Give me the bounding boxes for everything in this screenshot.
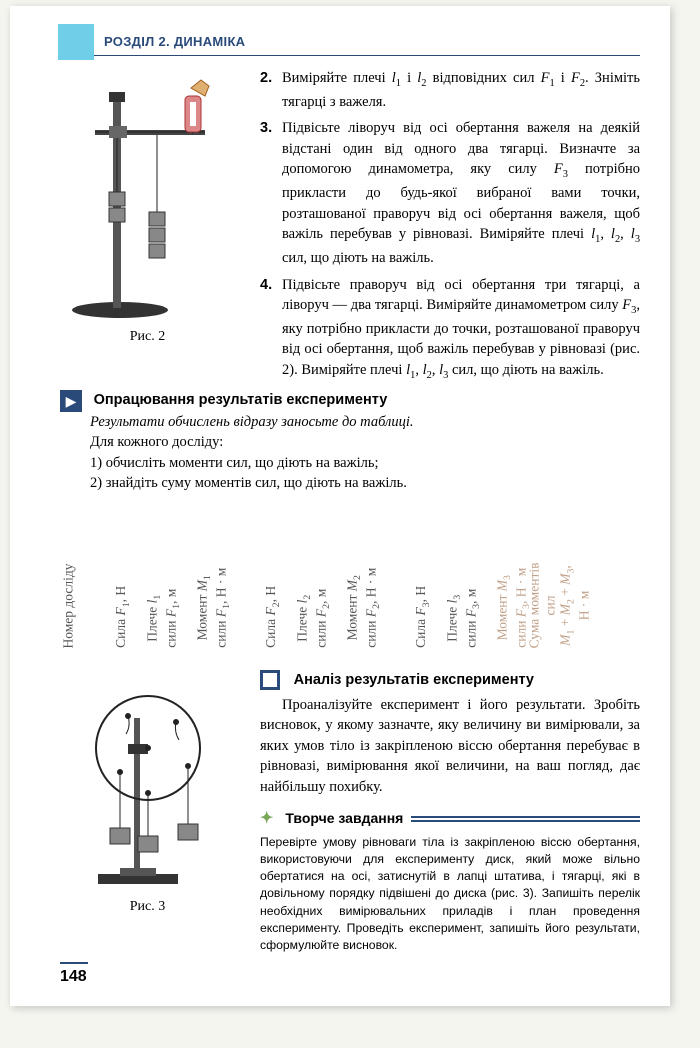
figure-2: Рис. 2 bbox=[60, 72, 235, 345]
creative-title: Творче завдання bbox=[285, 809, 403, 829]
processing-lead: Для кожного досліду: bbox=[90, 432, 640, 453]
step-item: 3.Підвісьте ліворуч від осі обертання ва… bbox=[260, 118, 640, 268]
table-header: Плече l3сили F3, м bbox=[444, 589, 482, 648]
page-number-rule bbox=[60, 962, 88, 964]
table-headers: Номер досліду Сила F1, Н Плече l1сили F1, … bbox=[60, 508, 640, 648]
analysis-title: Аналіз результатів експерименту bbox=[294, 672, 534, 688]
square-marker-icon bbox=[260, 670, 280, 690]
table-header: Сила F3, Н bbox=[413, 586, 432, 648]
step-text: Підвісьте ліворуч від осі обертання важе… bbox=[282, 118, 640, 268]
section-header: РОЗДІЛ 2. ДИНАМІКА bbox=[104, 34, 640, 49]
figure-3: Рис. 3 bbox=[60, 678, 235, 916]
table-header: Момент M2сили F2, Н · м bbox=[344, 568, 382, 648]
table-header: Сума моментівсилM1 + M2 + M3,Н · м bbox=[527, 562, 592, 648]
figure-3-caption: Рис. 3 bbox=[60, 897, 235, 917]
figure-2-svg bbox=[65, 72, 230, 322]
step-item: 2.Виміряйте плечі l1 і l2 відповідних си… bbox=[260, 68, 640, 112]
figure-2-caption: Рис. 2 bbox=[60, 329, 235, 345]
page: РОЗДІЛ 2. ДИНАМІКА bbox=[10, 6, 670, 1006]
table-header: Номер досліду bbox=[60, 563, 76, 648]
step-text: Виміряйте плечі l1 і l2 відповідних сил … bbox=[282, 68, 640, 112]
step-number: 2. bbox=[260, 68, 282, 112]
figure-3-svg bbox=[68, 678, 228, 888]
table-header: Плече l2сили F2, м bbox=[294, 589, 332, 648]
step-text: Підвісьте праворуч від осі обертання три… bbox=[282, 275, 640, 384]
creative-title-row: ✦ Творче завдання bbox=[260, 808, 640, 831]
analysis-block: Рис. 3 Аналіз результатів експерименту П… bbox=[60, 670, 640, 954]
table-header: Плече l1сили F1, м bbox=[144, 589, 182, 648]
processing-block: ▶ Опрацювання результатів експерименту Р… bbox=[60, 390, 640, 494]
processing-item-1: 1) обчисліть моменти сил, що діють на ва… bbox=[90, 453, 640, 474]
header-rule bbox=[60, 55, 640, 56]
content: Рис. 2 2.Виміряйте плечі l1 і l2 відпові… bbox=[60, 68, 640, 954]
creative-text: Перевірте умову рівноваги тіла із закріп… bbox=[260, 834, 640, 954]
processing-intro: Результати обчислень відразу заносьте до… bbox=[90, 412, 640, 433]
step-item: 4.Підвісьте праворуч від осі обертання т… bbox=[260, 275, 640, 384]
arrow-marker-icon: ▶ bbox=[60, 390, 82, 412]
analysis-text: Проаналізуйте експеримент і його результ… bbox=[260, 695, 640, 798]
star-icon: ✦ bbox=[260, 808, 273, 831]
page-number: 148 bbox=[60, 968, 87, 986]
steps-list: 2.Виміряйте плечі l1 і l2 відповідних си… bbox=[260, 68, 640, 384]
step-number: 4. bbox=[260, 275, 282, 384]
table-header: Сила F2, Н bbox=[263, 586, 282, 648]
table-header: Момент M1сили F1, Н · м bbox=[194, 568, 232, 648]
processing-title: Опрацювання результатів експерименту bbox=[94, 392, 388, 408]
creative-rule bbox=[411, 816, 640, 822]
processing-item-2: 2) знайдіть суму моментів сил, що діють … bbox=[90, 473, 640, 494]
step-number: 3. bbox=[260, 118, 282, 268]
table-header: Сила F1, Н bbox=[113, 586, 132, 648]
corner-tab bbox=[58, 24, 94, 60]
